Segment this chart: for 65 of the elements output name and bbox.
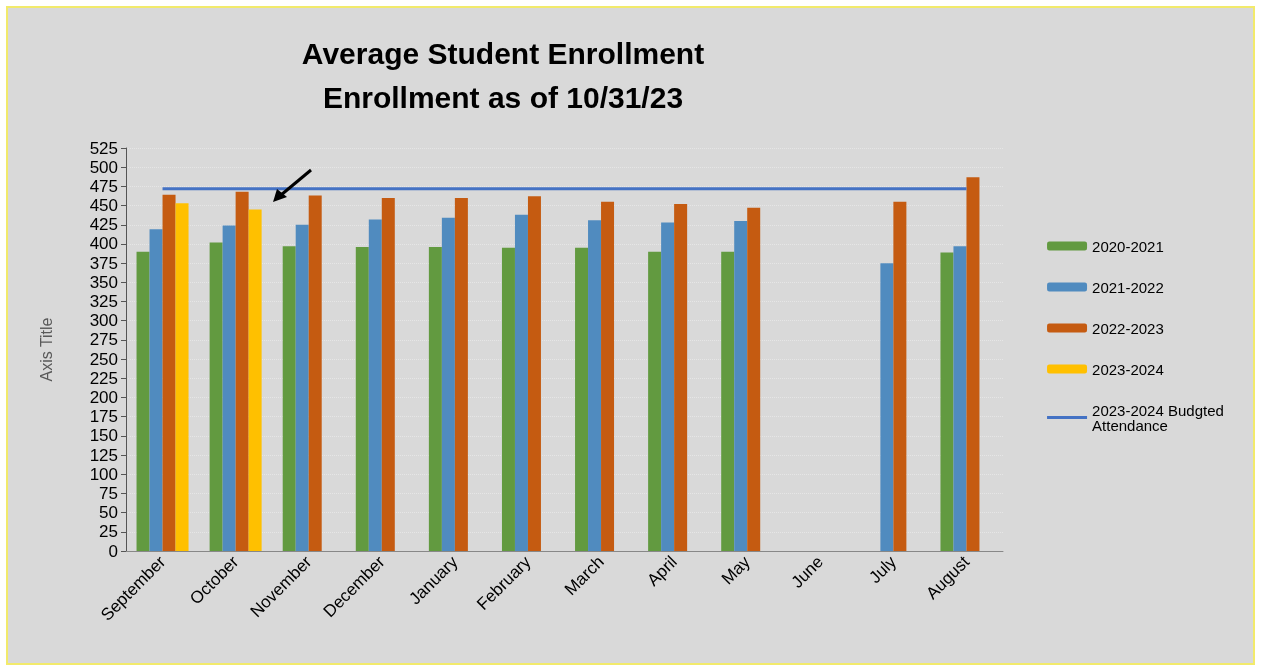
y-tick-label: 150	[89, 426, 118, 446]
bar	[282, 246, 296, 551]
bar	[175, 203, 189, 551]
legend-label: 2023-2024 Budgted Attendance	[1092, 401, 1228, 434]
bar	[454, 197, 468, 551]
bar	[601, 201, 615, 551]
y-tick-label: 275	[89, 330, 118, 350]
bar	[514, 214, 528, 551]
bar	[149, 229, 163, 551]
bar	[441, 217, 455, 551]
bar	[209, 242, 223, 551]
y-tick-label: 250	[89, 349, 118, 369]
bar	[381, 197, 395, 551]
y-tick-label: 125	[89, 445, 118, 465]
y-tick-label: 100	[89, 464, 118, 484]
bar	[880, 263, 894, 551]
bar	[222, 225, 236, 551]
bar	[308, 195, 322, 551]
x-tick-label: May	[717, 551, 755, 589]
y-tick-label: 350	[89, 272, 118, 292]
bar	[648, 251, 662, 551]
bar	[721, 251, 735, 551]
legend-label: 2021-2022	[1092, 278, 1164, 296]
bar	[235, 191, 249, 551]
bar	[295, 224, 309, 551]
legend-label: 2020-2021	[1092, 237, 1164, 255]
y-axis-title: Axis Title	[37, 317, 55, 382]
y-tick-label: 450	[89, 196, 118, 216]
y-tick-label: 300	[89, 311, 118, 331]
bar	[734, 220, 748, 551]
x-tick-label: July	[865, 551, 901, 588]
y-tick-label: 475	[89, 176, 118, 196]
bar	[428, 247, 442, 551]
chart-title: Average Student Enrollment Enrollment as of 10/31/23	[301, 36, 705, 114]
y-tick-label: 425	[89, 215, 118, 235]
bar	[588, 220, 602, 551]
y-tick-label: 225	[89, 368, 118, 388]
y-tick-label: 200	[89, 387, 118, 407]
bar	[940, 252, 954, 551]
y-tick-label: 25	[99, 522, 118, 542]
y-tick-label: 500	[89, 157, 118, 177]
y-tick-label: 0	[108, 541, 118, 561]
y-tick-label: 175	[89, 407, 118, 427]
bar	[368, 219, 382, 551]
y-tick-label: 50	[99, 503, 118, 523]
bar	[136, 251, 150, 551]
y-tick-label: 525	[89, 138, 118, 158]
bar	[575, 247, 589, 551]
y-tick-label: 75	[99, 483, 118, 503]
bar	[355, 247, 369, 551]
bar	[501, 247, 515, 551]
legend-label: 2022-2023	[1092, 319, 1164, 337]
bar	[248, 209, 262, 551]
bar	[893, 201, 907, 551]
y-tick-label: 325	[89, 292, 118, 312]
bar	[966, 177, 980, 551]
y-tick-label: 375	[89, 253, 118, 273]
bar	[527, 196, 541, 551]
bar	[661, 222, 675, 551]
bar	[747, 207, 761, 551]
bar	[162, 194, 176, 551]
bar	[953, 246, 967, 551]
bar	[674, 204, 688, 551]
legend-label: 2023-2024	[1092, 360, 1164, 378]
y-tick-label: 400	[89, 234, 118, 254]
